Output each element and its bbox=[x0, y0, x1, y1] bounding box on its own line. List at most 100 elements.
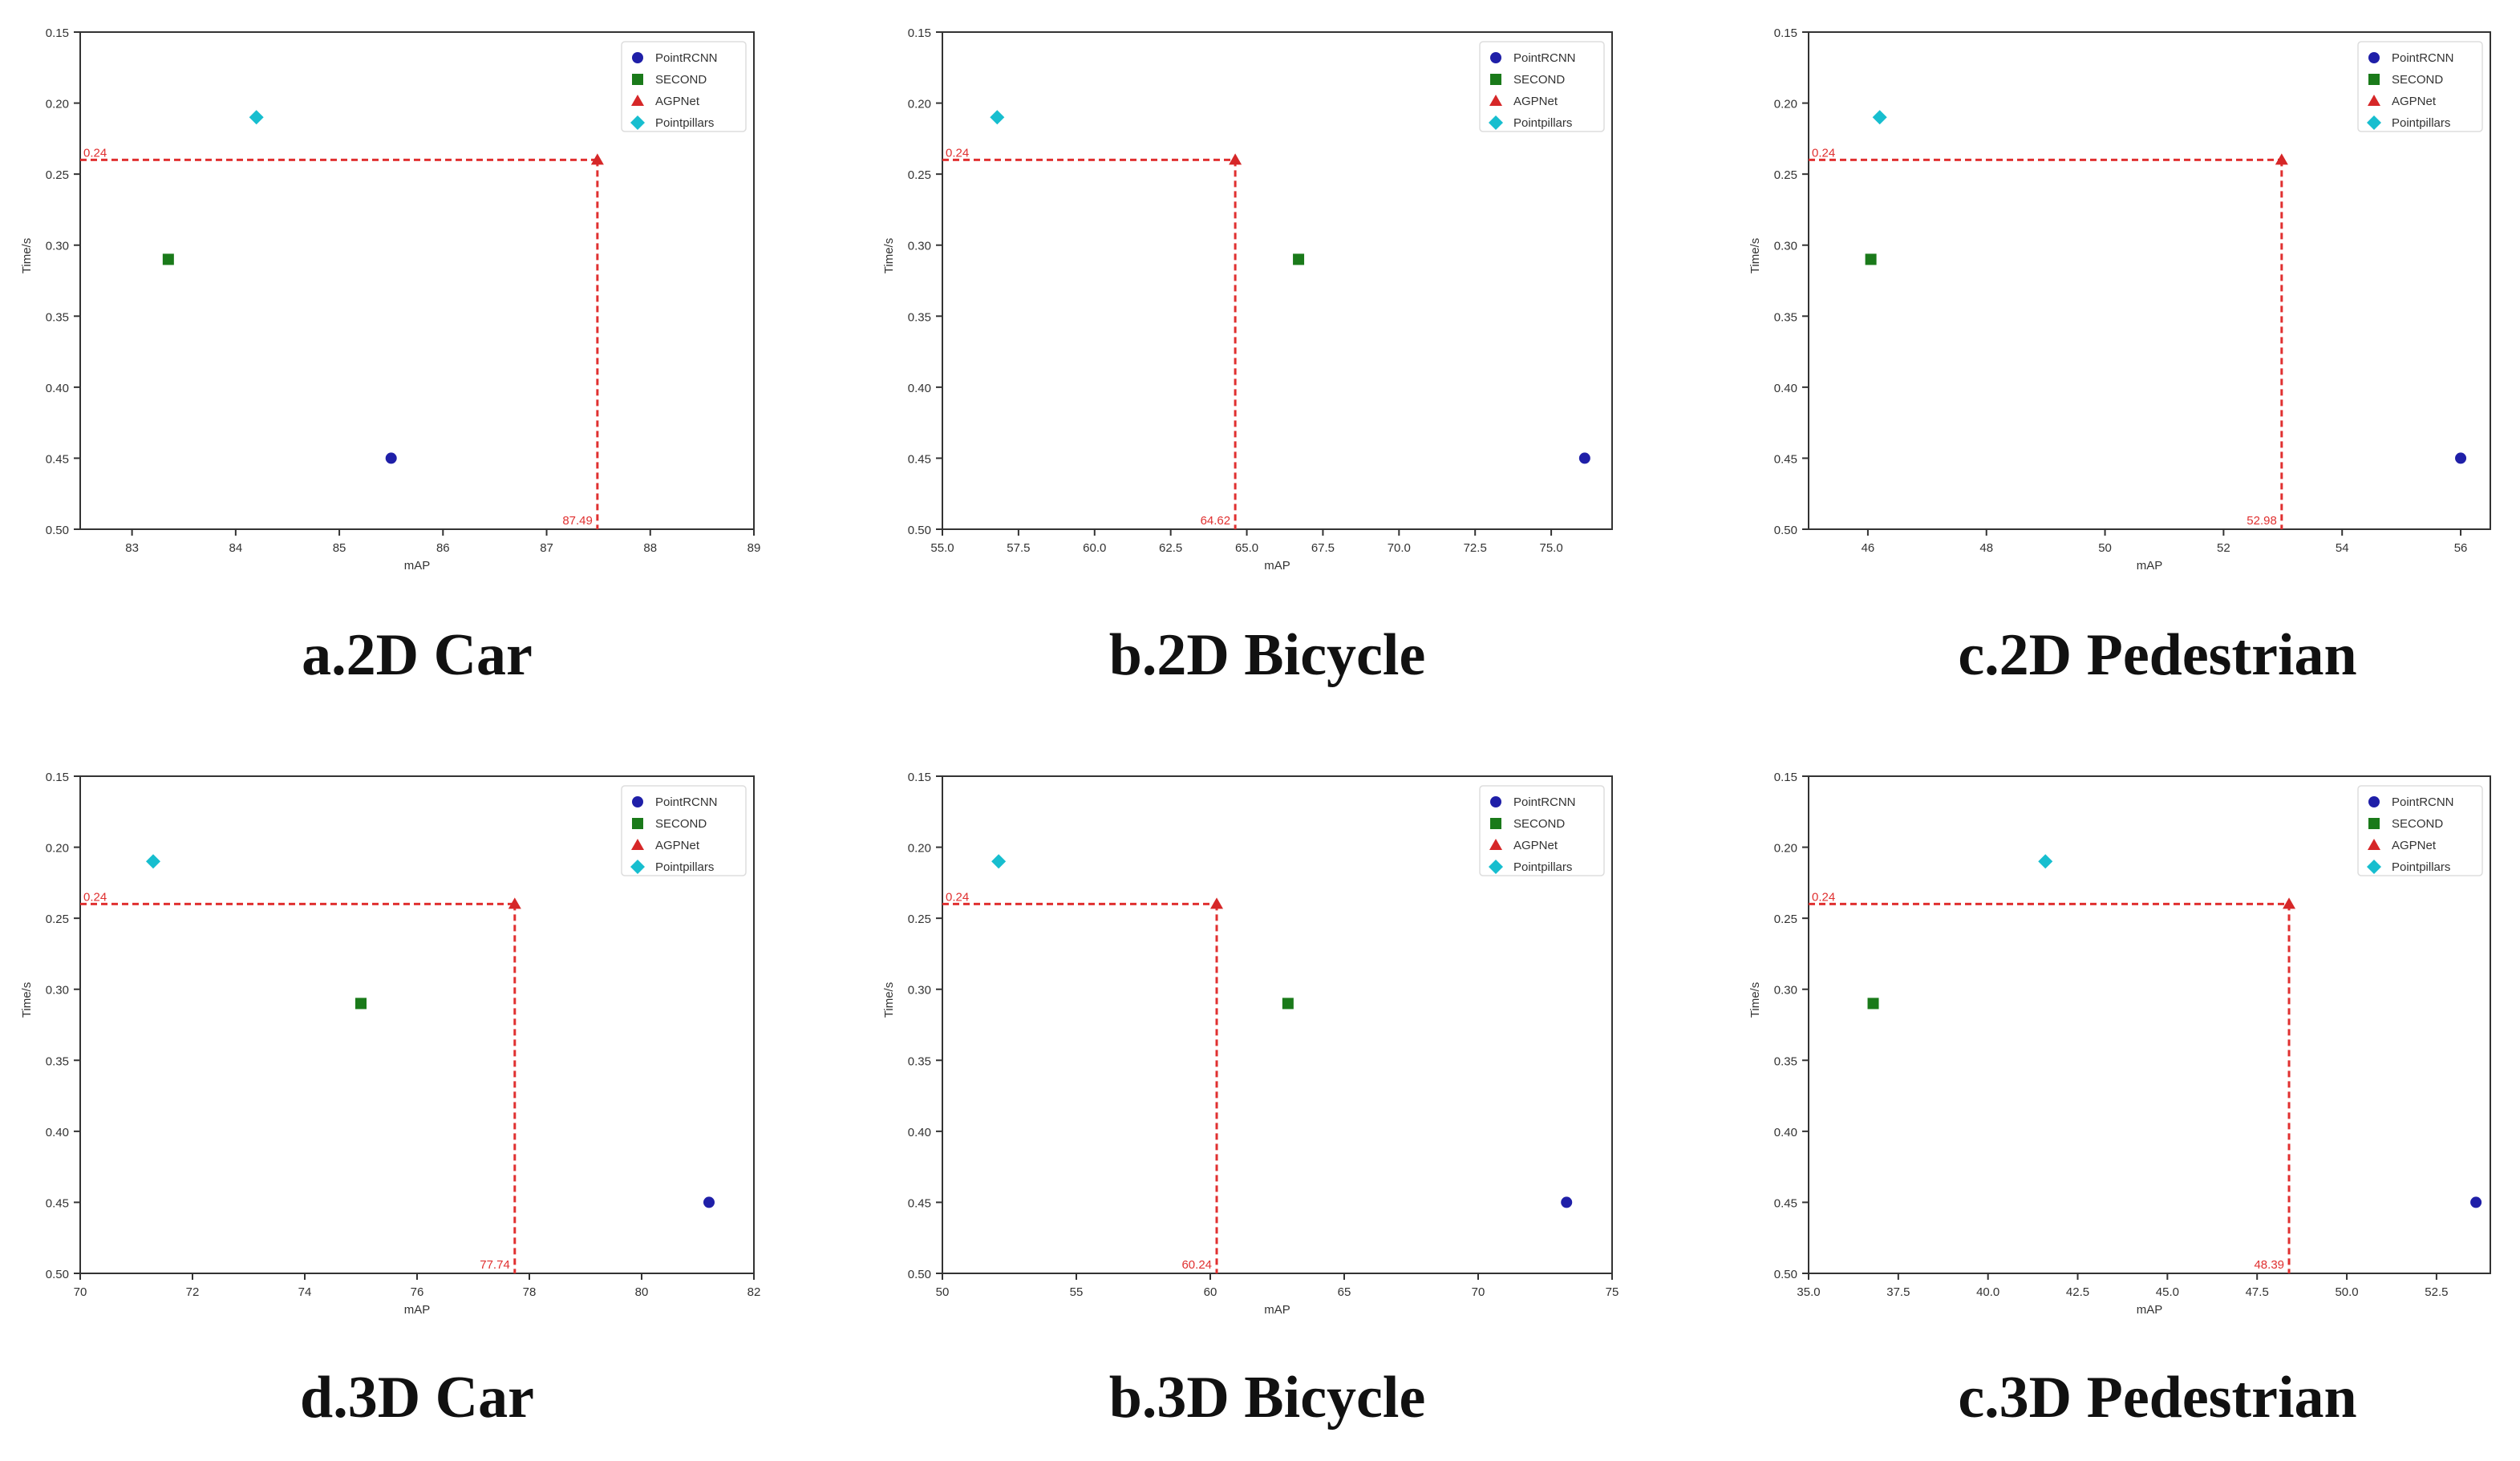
x-tick-label: 86 bbox=[436, 541, 450, 555]
y-tick-label: 0.50 bbox=[1774, 524, 1797, 537]
legend-marker-pointpillars bbox=[1489, 115, 1503, 130]
annotation-map: 60.24 bbox=[1181, 1258, 1212, 1272]
point-second bbox=[1282, 998, 1294, 1010]
chart-panel-1: 0.15 0.20 0.25 0.30 0.35 0.40 0.45 0.50 55.0 57.5… bbox=[882, 26, 1613, 573]
legend-marker-pointrcnn bbox=[1490, 52, 1501, 63]
y-tick-label: 0.45 bbox=[46, 1196, 69, 1210]
x-axis-label: mAP bbox=[2137, 1303, 2163, 1317]
x-axis-label: mAP bbox=[404, 1303, 431, 1317]
x-tick-label: 72 bbox=[186, 1285, 200, 1299]
legend-label: PointRCNN bbox=[1513, 51, 1576, 65]
legend-label: AGPNet bbox=[655, 839, 700, 852]
legend-marker-pointrcnn bbox=[632, 796, 643, 807]
y-tick-label: 0.30 bbox=[1774, 240, 1797, 253]
point-agpnet bbox=[508, 897, 521, 909]
legend-label: PointRCNN bbox=[655, 51, 718, 65]
x-tick-label: 54 bbox=[2336, 541, 2349, 555]
point-pointrcnn bbox=[1578, 452, 1590, 464]
y-tick-label: 0.50 bbox=[908, 524, 931, 537]
y-tick-label: 0.35 bbox=[46, 1054, 69, 1068]
annotation-map: 48.39 bbox=[2254, 1258, 2284, 1272]
legend-marker-second bbox=[2368, 74, 2380, 85]
x-tick-label: 40.0 bbox=[1976, 1285, 1999, 1299]
caption-c-3d-pedestrian: c.3D Pedestrian bbox=[1958, 1365, 2357, 1431]
x-tick-label: 65 bbox=[1338, 1285, 1351, 1299]
x-tick-label: 50 bbox=[936, 1285, 950, 1299]
y-axis-label: Time/s bbox=[882, 238, 896, 273]
y-axis-label: Time/s bbox=[1748, 238, 1762, 273]
x-axis-label: mAP bbox=[1264, 559, 1290, 573]
x-tick-label: 87 bbox=[540, 541, 553, 555]
legend-label: SECOND bbox=[655, 817, 707, 831]
x-tick-label: 72.5 bbox=[1464, 541, 1487, 555]
legend-marker-agpnet bbox=[631, 839, 644, 850]
y-tick-label: 0.30 bbox=[908, 984, 931, 998]
legend-label: PointRCNN bbox=[1513, 795, 1576, 809]
point-pointrcnn bbox=[2455, 452, 2467, 464]
y-tick-label: 0.30 bbox=[1774, 984, 1797, 998]
caption-a-2d-car: a.2D Car bbox=[302, 622, 533, 688]
y-tick-label: 0.40 bbox=[1774, 382, 1797, 395]
annotation-map: 87.49 bbox=[562, 514, 593, 528]
legend-marker-pointpillars bbox=[630, 860, 645, 874]
y-tick-label: 0.30 bbox=[46, 984, 69, 998]
point-second bbox=[1867, 998, 1879, 1010]
y-tick-label: 0.25 bbox=[46, 913, 69, 926]
point-pointpillars bbox=[991, 854, 1007, 869]
caption-b-2d-bicycle: b.2D Bicycle bbox=[1108, 622, 1426, 688]
y-tick-label: 0.40 bbox=[46, 382, 69, 395]
y-tick-label: 0.45 bbox=[46, 452, 69, 466]
x-tick-label: 80 bbox=[635, 1285, 649, 1299]
chart-panel-4: 0.15 0.20 0.25 0.30 0.35 0.40 0.45 0.50 50 55 60 65… bbox=[882, 771, 1619, 1317]
legend-marker-pointrcnn bbox=[632, 52, 643, 63]
y-tick-label: 0.15 bbox=[1774, 771, 1797, 784]
legend-marker-pointrcnn bbox=[2368, 52, 2380, 63]
x-tick-label: 55.0 bbox=[930, 541, 954, 555]
annotation-map: 64.62 bbox=[1201, 514, 1231, 528]
legend-label: Pointpillars bbox=[1513, 116, 1572, 130]
legend-label: AGPNet bbox=[1513, 95, 1558, 108]
legend-marker-agpnet bbox=[1489, 839, 1502, 850]
y-axis-label: Time/s bbox=[20, 238, 34, 273]
y-tick-label: 0.15 bbox=[908, 771, 931, 784]
x-tick-label: 89 bbox=[747, 541, 761, 555]
point-second bbox=[1865, 253, 1877, 265]
x-tick-label: 42.5 bbox=[2066, 1285, 2089, 1299]
legend-marker-pointpillars bbox=[630, 115, 645, 130]
point-agpnet bbox=[1210, 897, 1224, 909]
annotation-time: 0.24 bbox=[946, 146, 969, 160]
y-tick-label: 0.40 bbox=[46, 1126, 69, 1139]
x-tick-label: 82 bbox=[747, 1285, 761, 1299]
y-tick-label: 0.35 bbox=[46, 310, 69, 324]
x-tick-label: 57.5 bbox=[1007, 541, 1030, 555]
annotation-time: 0.24 bbox=[83, 146, 107, 160]
y-axis-label: Time/s bbox=[882, 982, 896, 1018]
legend-marker-pointpillars bbox=[1489, 860, 1503, 874]
x-axis-label: mAP bbox=[2137, 559, 2163, 573]
x-tick-label: 70 bbox=[1472, 1285, 1485, 1299]
caption-b-3d-bicycle: b.3D Bicycle bbox=[1108, 1365, 1426, 1431]
legend-marker-second bbox=[1490, 74, 1501, 85]
legend-marker-agpnet bbox=[2368, 839, 2380, 850]
legend-marker-second bbox=[1490, 818, 1501, 829]
point-pointpillars bbox=[990, 110, 1005, 125]
annotation-time: 0.24 bbox=[83, 890, 107, 904]
y-tick-label: 0.50 bbox=[46, 524, 69, 537]
legend-marker-agpnet bbox=[631, 95, 644, 106]
x-tick-label: 76 bbox=[411, 1285, 424, 1299]
y-tick-label: 0.20 bbox=[908, 98, 931, 111]
legend-box bbox=[2357, 41, 2483, 132]
x-tick-label: 60 bbox=[1204, 1285, 1217, 1299]
y-tick-label: 0.25 bbox=[46, 168, 69, 182]
legend-label: Pointpillars bbox=[2392, 116, 2450, 130]
chart-panel-2: 0.15 0.20 0.25 0.30 0.35 0.40 0.45 0.50 46 48 50 52… bbox=[1748, 26, 2491, 573]
y-tick-label: 0.45 bbox=[908, 452, 931, 466]
point-pointrcnn bbox=[703, 1196, 715, 1208]
legend-box bbox=[621, 41, 747, 132]
legend-label: AGPNet bbox=[2392, 95, 2437, 108]
x-tick-label: 50 bbox=[2098, 541, 2112, 555]
chart-panel-0: 0.15 0.20 0.25 0.30 0.35 0.40 0.45 0.50 83 84 85 86… bbox=[20, 26, 760, 573]
point-pointpillars bbox=[1872, 110, 1887, 125]
